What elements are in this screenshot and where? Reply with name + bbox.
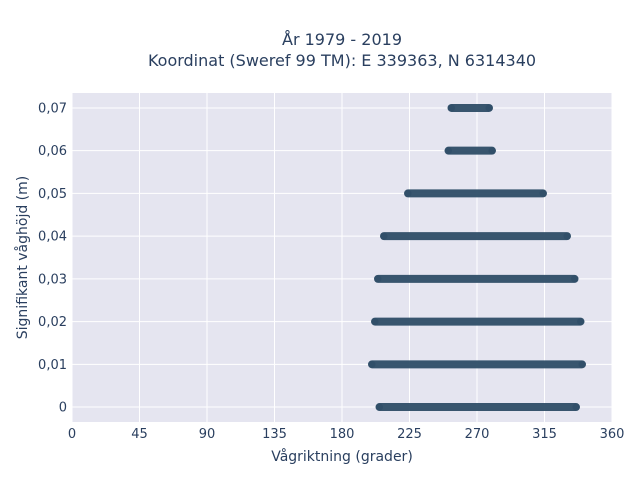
data-point — [368, 360, 376, 368]
y-tick-label: 0,03 — [38, 272, 67, 287]
data-point — [448, 104, 455, 112]
x-tick-label: 315 — [532, 427, 557, 442]
data-point — [578, 360, 586, 368]
data-point — [572, 403, 580, 411]
y-tick-label: 0,04 — [38, 230, 67, 245]
y-tick-label: 0,07 — [38, 101, 67, 116]
data-point — [371, 318, 379, 326]
x-tick-labels: 0 45 90 135 180 225 270 315 360 — [68, 427, 625, 442]
x-tick-label: 90 — [199, 427, 216, 442]
data-band — [368, 360, 586, 369]
x-tick-label: 45 — [131, 427, 148, 442]
data-point — [577, 318, 584, 326]
y-tick-label: 0,01 — [38, 358, 67, 373]
data-point — [380, 232, 388, 240]
data-point — [404, 189, 412, 197]
chart-subtitle: Koordinat (Sweref 99 TM): E 339363, N 63… — [148, 51, 536, 70]
x-tick-label: 360 — [600, 427, 625, 442]
data-point — [374, 275, 382, 283]
data-band — [374, 274, 579, 283]
x-tick-label: 225 — [397, 427, 422, 442]
x-tick-label: 180 — [330, 427, 355, 442]
data-band — [375, 403, 580, 412]
data-band — [371, 317, 585, 326]
y-axis-label: Signifikant våghöjd (m) — [14, 176, 31, 339]
data-band — [404, 189, 547, 198]
data-point — [563, 232, 571, 240]
y-tick-label: 0 — [59, 401, 67, 416]
x-tick-label: 135 — [262, 427, 287, 442]
y-tick-labels: 0 0,01 0,02 0,03 0,04 0,05 0,06 0,07 — [38, 101, 67, 415]
x-tick-label: 0 — [68, 427, 76, 442]
data-point — [376, 403, 383, 411]
chart-title: År 1979 - 2019 — [282, 30, 402, 49]
data-point — [488, 147, 496, 155]
data-band — [447, 103, 493, 112]
data-point — [485, 104, 493, 112]
y-tick-label: 0,06 — [38, 144, 67, 159]
data-band — [444, 146, 496, 155]
y-tick-label: 0,05 — [38, 187, 67, 202]
y-tick-label: 0,02 — [38, 315, 67, 330]
x-axis-label: Vågriktning (grader) — [271, 448, 413, 465]
data-band — [380, 232, 571, 241]
x-tick-label: 270 — [465, 427, 490, 442]
data-point — [539, 189, 547, 197]
data-point — [571, 275, 578, 283]
data-point — [445, 147, 452, 155]
data-points — [368, 103, 586, 412]
